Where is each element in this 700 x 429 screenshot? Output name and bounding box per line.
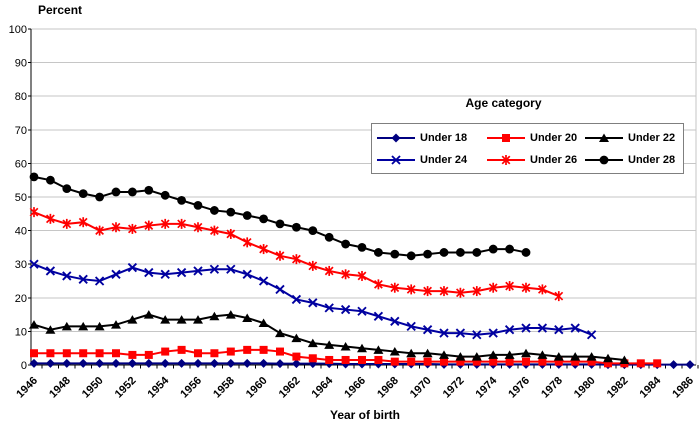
svg-text:20: 20 [15, 293, 27, 305]
legend-item-label: Under 18 [420, 131, 468, 144]
svg-text:1984: 1984 [638, 374, 664, 400]
x-marker-icon [377, 154, 415, 165]
svg-text:0: 0 [21, 360, 27, 372]
legend-title: Age category [465, 96, 542, 110]
legend-item-under-26: Under 26 [487, 149, 585, 171]
svg-text:1986: 1986 [670, 375, 696, 401]
svg-text:50: 50 [15, 192, 27, 204]
svg-text:1950: 1950 [80, 375, 106, 401]
square-marker-icon [487, 133, 525, 142]
svg-text:1974: 1974 [474, 374, 500, 400]
svg-text:1962: 1962 [277, 375, 303, 401]
svg-text:30: 30 [15, 259, 27, 271]
svg-text:1954: 1954 [146, 374, 172, 400]
svg-text:90: 90 [15, 58, 27, 70]
legend-item-under-18: Under 18 [377, 127, 487, 149]
legend-item-label: Under 28 [628, 153, 676, 166]
gridlines [31, 28, 697, 365]
svg-text:60: 60 [15, 158, 27, 170]
svg-text:1976: 1976 [506, 375, 532, 401]
svg-text:1966: 1966 [342, 375, 368, 401]
series-under-24 [29, 259, 597, 340]
svg-text:10: 10 [15, 326, 27, 338]
legend-item-under-28: Under 28 [585, 149, 681, 171]
circle-marker-icon [585, 155, 623, 164]
svg-text:1978: 1978 [539, 375, 565, 401]
svg-text:1970: 1970 [408, 375, 434, 401]
svg-text:1980: 1980 [572, 375, 598, 401]
svg-text:40: 40 [15, 226, 27, 238]
svg-text:1952: 1952 [113, 375, 139, 401]
svg-text:1968: 1968 [375, 375, 401, 401]
svg-text:100: 100 [9, 24, 27, 36]
legend-item-under-24: Under 24 [377, 149, 487, 171]
y-tick-labels: 0 10 20 30 40 50 60 70 80 90 100 [9, 24, 27, 372]
legend-item-under-22: Under 22 [585, 127, 681, 149]
series-under-22 [29, 310, 630, 364]
svg-text:1948: 1948 [47, 375, 73, 401]
series-under-20 [30, 345, 662, 368]
legend-item-label: Under 26 [530, 153, 578, 166]
axes [28, 28, 699, 369]
svg-text:1964: 1964 [310, 374, 336, 400]
svg-text:1960: 1960 [244, 375, 270, 401]
asterisk-marker-icon [487, 154, 525, 165]
triangle-marker-icon [585, 133, 623, 142]
svg-text:80: 80 [15, 91, 27, 103]
x-tick-labels: 1946 1948 1950 1952 1954 1956 1958 1960 1962 1964… [14, 374, 696, 400]
svg-text:1972: 1972 [441, 375, 467, 401]
x-axis-title: Year of birth [329, 408, 400, 422]
legend-item-under-20: Under 20 [487, 127, 585, 149]
series-under-28 [29, 172, 531, 261]
legend-item-label: Under 24 [420, 153, 468, 166]
svg-text:1946: 1946 [14, 375, 40, 401]
legend: Under 18 Under 20 Under 22 Under 24 Under 26… [371, 123, 684, 174]
svg-text:1956: 1956 [178, 375, 204, 401]
legend-item-label: Under 22 [628, 131, 676, 144]
series-under-26 [29, 207, 564, 302]
diamond-marker-icon [377, 133, 415, 142]
svg-text:1982: 1982 [605, 375, 631, 401]
svg-text:70: 70 [15, 125, 27, 137]
svg-text:1958: 1958 [211, 375, 237, 401]
series-under-28-line [33, 175, 527, 257]
legend-item-label: Under 20 [530, 131, 578, 144]
y-axis-title: Percent [38, 3, 83, 17]
